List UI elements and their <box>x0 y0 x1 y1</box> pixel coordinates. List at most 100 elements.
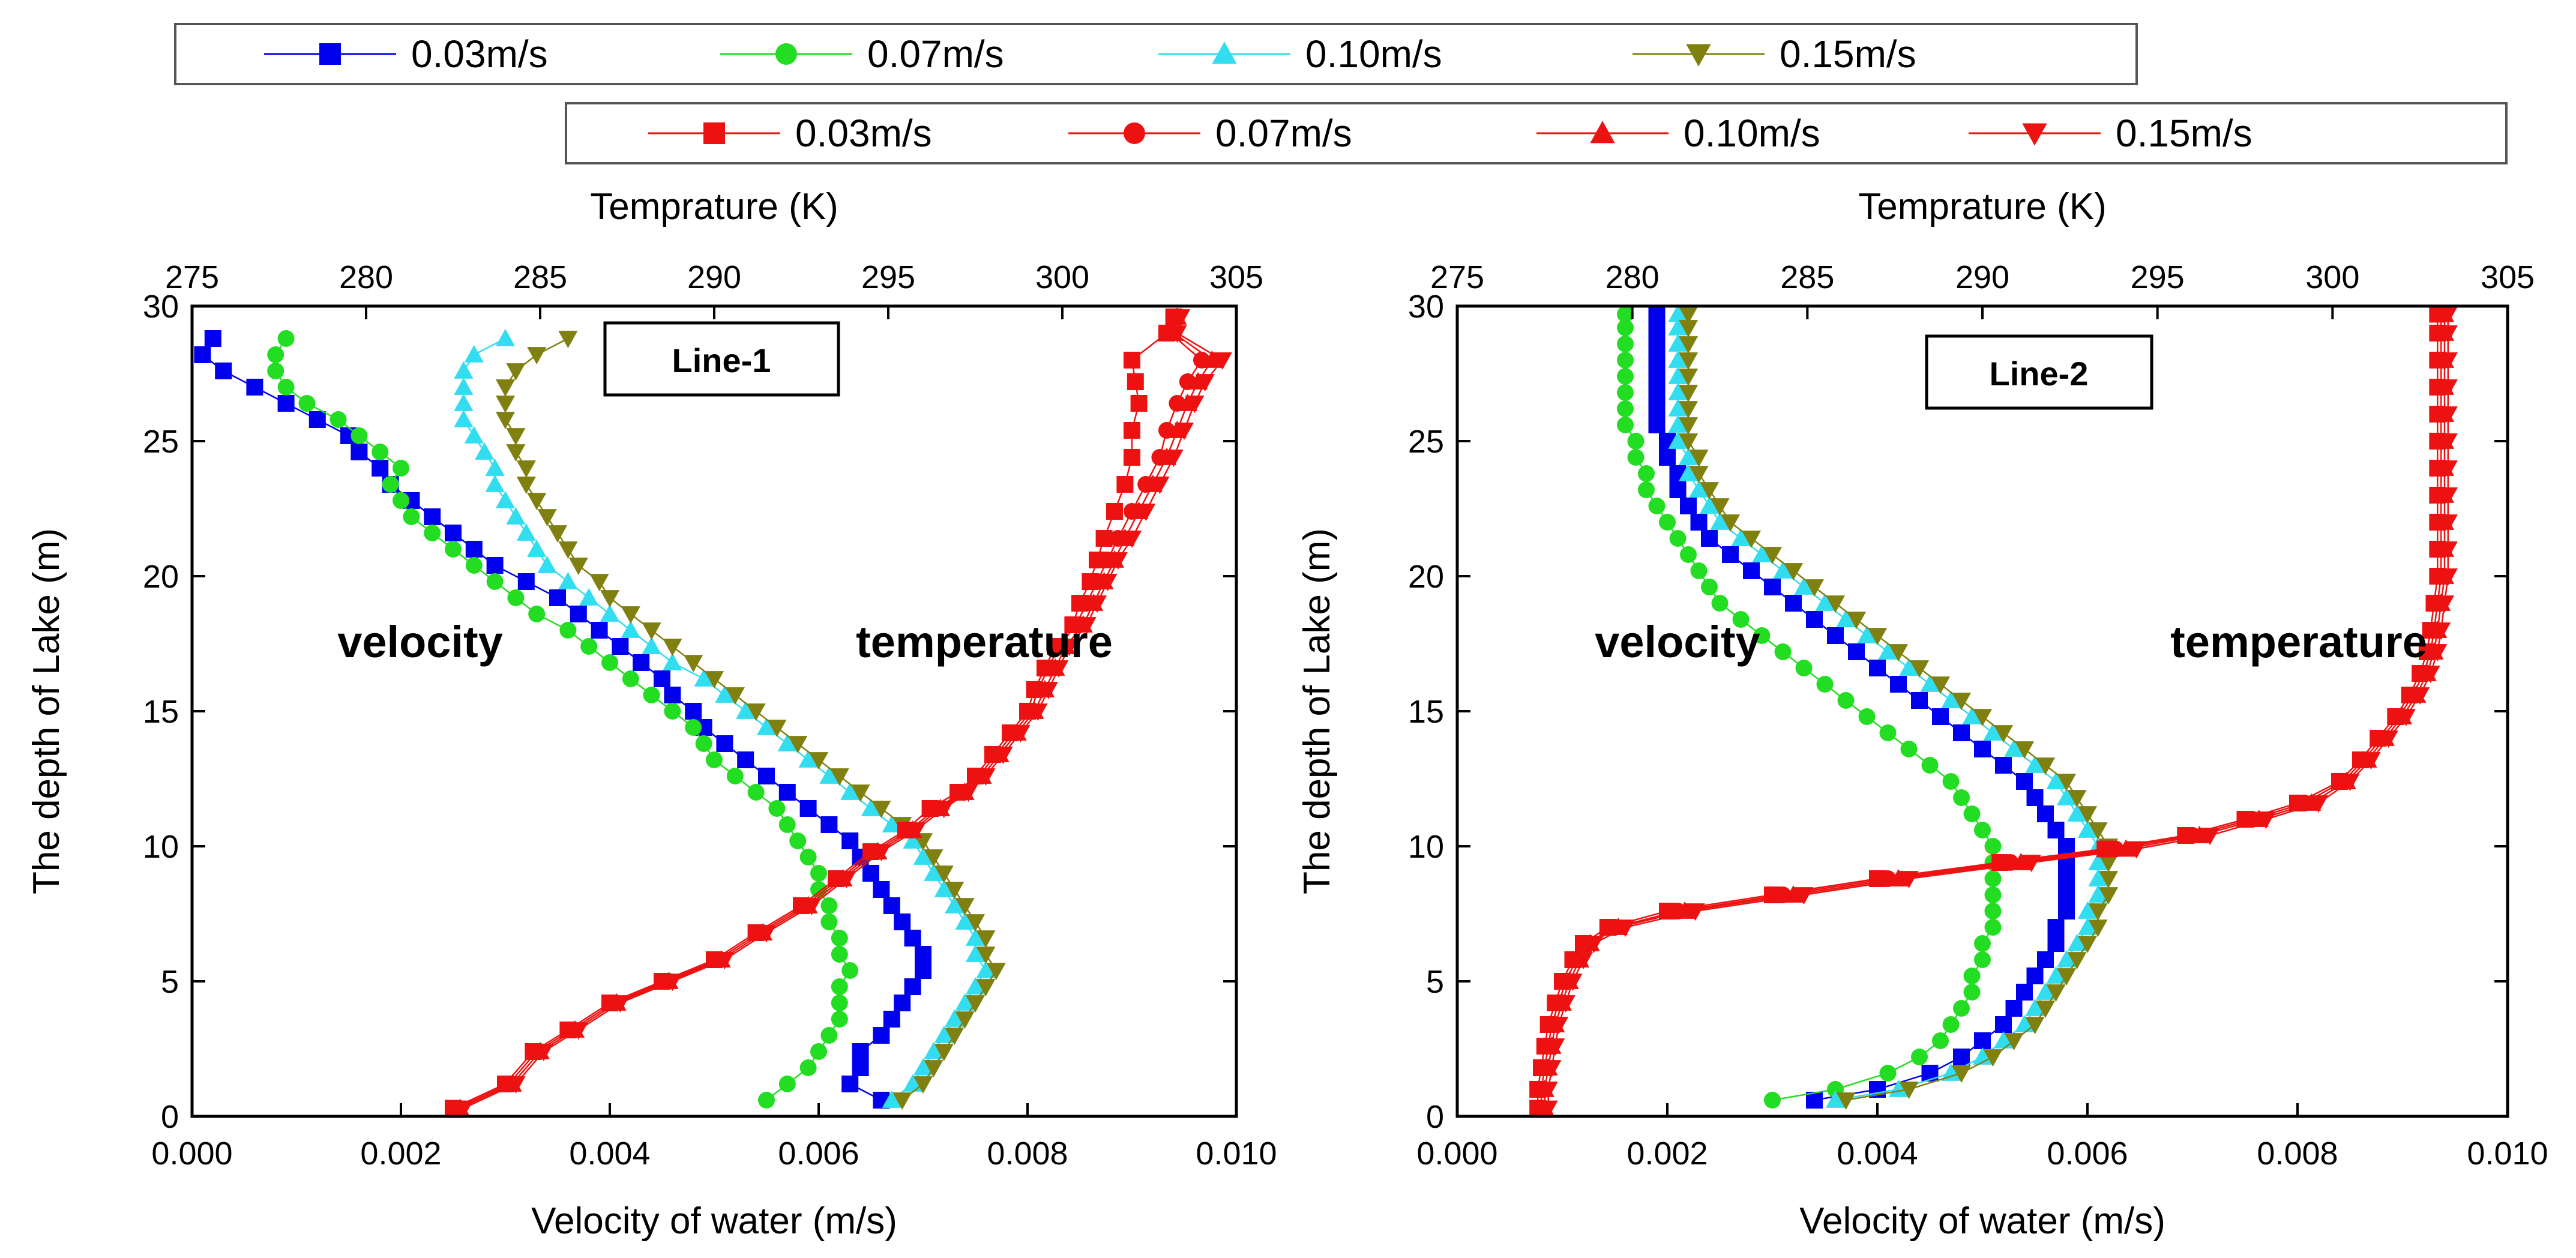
panel-1-velocity-point <box>965 944 986 962</box>
panel-1-velocity-point <box>778 816 796 833</box>
panel-2-velocity-point <box>1930 676 1951 694</box>
panel-2-x-tick-label: 0.010 <box>2467 1136 2548 1172</box>
panel-2-velocity-point <box>1963 968 1981 984</box>
panel-1-velocity-point <box>621 620 640 638</box>
panel-1-velocity-point <box>642 636 661 654</box>
panel-2-velocity-point <box>1678 463 1699 481</box>
panel-1-velocity-point <box>852 1059 869 1076</box>
panel-1-velocity-point <box>622 670 639 687</box>
panel-1-velocity-point <box>194 346 211 363</box>
panel-2-x-tick-label: 0.002 <box>1627 1136 1708 1172</box>
panel-1-label: Line-1 <box>672 342 771 379</box>
panel-1-velocity-point <box>758 1092 775 1109</box>
legend-temperature: 0.03m/s 0.07m/s 0.10m/s 0.15m/s <box>565 102 2508 164</box>
panel-2-velocity-point <box>2016 773 2033 790</box>
chart-panel-line-1: 0.000 0.002 0.004 0.006 0.008 0.010 275 280 285 2… <box>26 186 1277 1242</box>
panel-2-velocity-point <box>1680 546 1697 563</box>
panel-1-velocity-point <box>799 849 817 865</box>
panel-2-velocity-point <box>1932 1032 1949 1049</box>
panel-1-velocity-point <box>527 539 547 557</box>
panel-1-temperature-point <box>1059 639 1079 657</box>
panel-1-velocity-point <box>445 525 462 541</box>
panel-2-velocity-point <box>2077 901 2098 919</box>
panel-1-velocity-point <box>695 735 712 752</box>
panel-1-velocity-point <box>756 717 777 735</box>
panel-2-velocity-point <box>1836 1092 1856 1110</box>
panel-2-velocity-point <box>1983 723 2003 741</box>
panel-2-velocity-point <box>2058 903 2075 919</box>
panel-1-y-tick-label: 0 <box>161 1099 179 1135</box>
panel-1-label-box <box>603 321 840 397</box>
panel-2-velocity-point <box>1995 757 2012 774</box>
panel-1-velocity-point <box>516 477 536 495</box>
panel-2-velocity-point <box>1689 466 1709 484</box>
panel-1-y-tick-label: 10 <box>143 829 179 865</box>
panel-1-velocity-point <box>915 946 931 963</box>
panel-1-top-tick-label: 290 <box>687 259 741 295</box>
panel-2-temperature-point <box>2011 852 2031 870</box>
panel-1-temperature-point <box>1106 503 1123 520</box>
panel-2-velocity-point <box>1993 1031 2014 1049</box>
panel-2-temperature-point <box>2021 855 2041 873</box>
panel-2-velocity-point <box>1678 417 1699 435</box>
panel-2-velocity-point <box>1900 741 1918 757</box>
panel-2-velocity-point <box>1753 627 1771 644</box>
legend-velocity-label-3: 0.15m/s <box>1780 32 1916 76</box>
legend-velocity-marker-2 <box>1212 41 1237 64</box>
panel-2-velocity-point <box>1972 709 1993 727</box>
panel-2-velocity-point <box>2098 855 2119 873</box>
panel-2-temperature-point <box>2200 828 2220 846</box>
panel-1-velocity-point <box>664 687 681 703</box>
panel-1-temperature-point <box>1127 373 1144 390</box>
legend-velocity-label-0: 0.03m/s <box>411 32 548 76</box>
panel-1-velocity-point <box>852 1043 869 1060</box>
panel-1-velocity-point <box>495 328 516 346</box>
panel-1-velocity-point <box>945 895 964 913</box>
panel-2-x-tick-label: 0.000 <box>1416 1136 1497 1172</box>
panel-2-temperature-point <box>2256 811 2276 829</box>
panel-2-velocity-point <box>1701 530 1718 547</box>
panel-1-temperature-point <box>1212 352 1232 370</box>
panel-2-y-tick-label: 15 <box>1408 694 1444 730</box>
panel-1-velocity-point <box>464 345 484 363</box>
panel-1-velocity-point <box>965 914 986 932</box>
panel-2-velocity-point <box>1648 352 1666 369</box>
panel-2-velocity-point <box>1699 496 1720 514</box>
panel-2-velocity-point <box>1690 562 1708 579</box>
panel-2-velocity-point <box>1689 450 1709 468</box>
panel-1-x-tick-label: 0.010 <box>1196 1136 1277 1172</box>
panel-1-velocity-point <box>934 879 954 897</box>
panel-1-velocity-point <box>715 685 735 703</box>
panel-1-velocity-point <box>621 606 640 624</box>
panel-2-top-tick-label: 275 <box>1430 259 1484 295</box>
panel-2-velocity-point <box>2067 933 2087 951</box>
panel-2-velocity-point <box>1668 431 1688 449</box>
panel-1-velocity-point <box>684 655 703 673</box>
panel-1-temperature-point <box>1167 325 1187 343</box>
panel-1-temperature-point <box>958 784 978 802</box>
panel-2-velocity-point <box>1848 643 1865 660</box>
panel-1-temperature-point <box>1124 422 1140 439</box>
panel-1-velocity-point <box>507 589 525 606</box>
panel-1-velocity-point <box>746 703 766 721</box>
panel-1-velocity-point <box>924 863 943 881</box>
panel-2-y-tick-label: 10 <box>1408 829 1444 865</box>
panel-1-marks <box>194 307 1232 1118</box>
panel-1-velocity-point <box>267 363 284 379</box>
panel-2-top-tick-label: 305 <box>2481 259 2535 295</box>
panel-1-temperature-point <box>1108 552 1128 570</box>
panel-1-velocity-point <box>873 1027 890 1044</box>
panel-1-velocity-annotation: velocity <box>337 617 503 667</box>
panel-1-y-tick-label: 5 <box>161 964 179 1000</box>
panel-2-label: Line-2 <box>1990 355 2089 393</box>
panel-2-velocity-point <box>1617 400 1634 417</box>
panel-1-velocity-point <box>831 1011 848 1028</box>
panel-1-velocity-point <box>547 525 568 543</box>
panel-1-velocity-point <box>904 978 921 995</box>
panel-1-velocity-point <box>850 784 870 802</box>
panel-1-velocity-point <box>485 458 505 476</box>
panel-2-velocity-point <box>1690 514 1708 531</box>
panel-2-temperature-point <box>1542 1060 1562 1078</box>
panel-1-velocity-point <box>663 639 682 657</box>
panel-2-top-tick-label: 295 <box>2131 259 2185 295</box>
